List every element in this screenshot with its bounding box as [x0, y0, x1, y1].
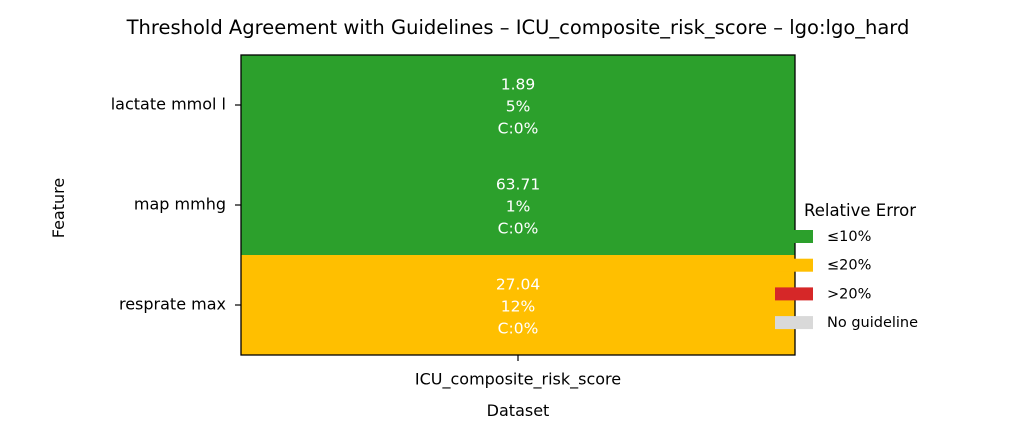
x-tick-label: ICU_composite_risk_score	[415, 370, 621, 390]
heatmap-cell	[241, 55, 795, 155]
cell-error-label: 1%	[506, 198, 531, 216]
legend-swatch	[775, 316, 813, 330]
legend: Relative Error ≤10% ≤20% >20% No guideline	[775, 201, 918, 331]
y-axis: lactate mmol l map mmhg resprate max	[111, 95, 241, 314]
y-tick-label: resprate max	[119, 295, 226, 314]
y-tick-label: lactate mmol l	[111, 95, 226, 114]
legend-label: ≤10%	[827, 229, 871, 245]
legend-title: Relative Error	[804, 201, 916, 220]
y-tick-label: map mmhg	[134, 195, 226, 214]
y-axis-label: Feature	[49, 178, 68, 238]
cell-coverage-label: C:0%	[498, 320, 539, 338]
cell-value-label: 1.89	[501, 76, 536, 94]
legend-label: >20%	[827, 286, 871, 302]
x-axis: ICU_composite_risk_score	[415, 355, 621, 390]
chart-title: Threshold Agreement with Guidelines – IC…	[126, 16, 910, 39]
cell-error-label: 5%	[506, 98, 531, 116]
cell-coverage-label: C:0%	[498, 220, 539, 238]
cell-value-label: 63.71	[496, 176, 540, 194]
legend-swatch	[775, 258, 813, 272]
legend-label: ≤20%	[827, 258, 871, 274]
legend-label: No guideline	[827, 315, 918, 331]
cell-coverage-label: C:0%	[498, 120, 539, 138]
legend-swatch	[775, 287, 813, 301]
cell-value-label: 27.04	[496, 276, 540, 294]
heatmap-cells: 1.89 5% C:0% 63.71 1% C:0% 27.04 12% C:0%	[241, 55, 795, 355]
legend-swatch	[775, 230, 813, 243]
heatmap-cell	[241, 255, 795, 355]
cell-error-label: 12%	[501, 298, 535, 316]
heatmap-cell	[241, 155, 795, 255]
x-axis-label: Dataset	[487, 401, 550, 420]
